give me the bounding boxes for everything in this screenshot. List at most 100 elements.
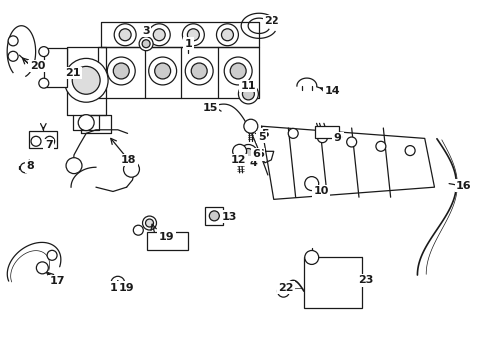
Text: 2: 2 bbox=[269, 17, 277, 27]
Circle shape bbox=[346, 137, 356, 147]
Text: 14: 14 bbox=[324, 86, 339, 96]
Text: 16: 16 bbox=[455, 181, 470, 191]
Text: 6: 6 bbox=[252, 149, 260, 159]
Text: 7: 7 bbox=[45, 140, 52, 150]
Text: 11: 11 bbox=[240, 81, 256, 91]
Circle shape bbox=[31, 136, 41, 146]
Circle shape bbox=[317, 133, 327, 143]
Circle shape bbox=[187, 29, 199, 41]
Circle shape bbox=[244, 119, 257, 133]
Text: 3: 3 bbox=[142, 26, 150, 36]
Circle shape bbox=[72, 66, 100, 94]
Circle shape bbox=[287, 129, 298, 138]
Text: 7: 7 bbox=[45, 140, 52, 150]
Text: 23: 23 bbox=[358, 275, 373, 285]
Text: 14: 14 bbox=[324, 86, 339, 96]
Text: 9: 9 bbox=[332, 134, 340, 143]
Bar bbox=[44, 48, 67, 87]
Bar bbox=[29, 131, 57, 148]
Circle shape bbox=[154, 63, 170, 79]
Text: 23: 23 bbox=[358, 275, 373, 285]
Text: 4: 4 bbox=[249, 158, 257, 168]
Circle shape bbox=[44, 136, 55, 146]
Bar bbox=[304, 257, 362, 309]
Text: 12: 12 bbox=[230, 155, 246, 165]
Circle shape bbox=[39, 47, 49, 57]
Circle shape bbox=[47, 250, 57, 260]
Circle shape bbox=[216, 24, 238, 46]
Circle shape bbox=[209, 211, 219, 221]
Text: 16: 16 bbox=[455, 181, 470, 191]
Circle shape bbox=[111, 276, 124, 290]
Bar bbox=[147, 232, 188, 250]
Circle shape bbox=[39, 78, 49, 88]
Bar bbox=[314, 126, 338, 138]
Circle shape bbox=[123, 161, 139, 177]
Circle shape bbox=[148, 24, 170, 46]
Text: 3: 3 bbox=[142, 26, 150, 36]
Text: 15: 15 bbox=[203, 103, 218, 113]
Text: 6: 6 bbox=[256, 149, 264, 159]
Text: 9: 9 bbox=[334, 134, 342, 143]
Bar bbox=[205, 207, 223, 225]
Text: 11: 11 bbox=[240, 81, 256, 91]
Circle shape bbox=[114, 24, 136, 46]
Circle shape bbox=[243, 148, 253, 158]
Circle shape bbox=[20, 163, 30, 173]
Circle shape bbox=[304, 251, 318, 265]
Circle shape bbox=[191, 63, 207, 79]
Text: 13: 13 bbox=[221, 212, 236, 221]
Text: 19: 19 bbox=[159, 232, 174, 242]
Text: 10: 10 bbox=[313, 186, 328, 197]
Text: 13: 13 bbox=[221, 212, 236, 221]
Text: 5: 5 bbox=[257, 132, 265, 142]
Text: 18: 18 bbox=[121, 155, 136, 165]
Text: 2: 2 bbox=[264, 17, 271, 27]
Circle shape bbox=[66, 158, 82, 174]
Circle shape bbox=[113, 63, 129, 79]
Circle shape bbox=[405, 145, 414, 156]
Text: 21: 21 bbox=[65, 68, 81, 78]
Text: 22: 22 bbox=[278, 283, 293, 293]
Circle shape bbox=[221, 29, 233, 41]
Text: 8: 8 bbox=[26, 161, 34, 171]
Text: 10: 10 bbox=[313, 186, 328, 197]
Text: 20: 20 bbox=[30, 61, 45, 71]
Text: 15: 15 bbox=[203, 103, 218, 113]
Text: 1: 1 bbox=[184, 39, 192, 49]
Circle shape bbox=[239, 144, 257, 162]
Text: 21: 21 bbox=[65, 68, 81, 78]
Circle shape bbox=[36, 262, 48, 274]
Text: 19: 19 bbox=[119, 283, 134, 293]
Text: 20: 20 bbox=[30, 61, 45, 71]
Circle shape bbox=[8, 51, 18, 61]
Circle shape bbox=[242, 88, 254, 100]
Circle shape bbox=[142, 40, 150, 48]
Text: 19: 19 bbox=[160, 236, 175, 246]
Circle shape bbox=[119, 29, 131, 41]
Circle shape bbox=[64, 58, 108, 102]
Circle shape bbox=[304, 177, 318, 190]
Text: 18: 18 bbox=[121, 155, 136, 165]
Text: 22: 22 bbox=[278, 283, 293, 293]
Circle shape bbox=[148, 57, 176, 85]
Circle shape bbox=[107, 57, 135, 85]
Circle shape bbox=[8, 36, 18, 46]
Circle shape bbox=[153, 29, 165, 41]
Circle shape bbox=[230, 63, 245, 79]
Text: 17: 17 bbox=[49, 276, 64, 286]
Text: 17: 17 bbox=[49, 276, 64, 286]
Circle shape bbox=[142, 216, 156, 230]
Circle shape bbox=[185, 57, 213, 85]
Circle shape bbox=[182, 24, 204, 46]
Circle shape bbox=[277, 285, 289, 297]
Text: 19: 19 bbox=[110, 283, 125, 293]
Circle shape bbox=[145, 219, 153, 227]
Circle shape bbox=[224, 57, 252, 85]
Circle shape bbox=[375, 141, 385, 151]
Circle shape bbox=[139, 37, 153, 51]
Text: 4: 4 bbox=[250, 158, 258, 168]
Circle shape bbox=[133, 225, 143, 235]
Text: 8: 8 bbox=[26, 161, 34, 171]
Circle shape bbox=[232, 144, 246, 158]
